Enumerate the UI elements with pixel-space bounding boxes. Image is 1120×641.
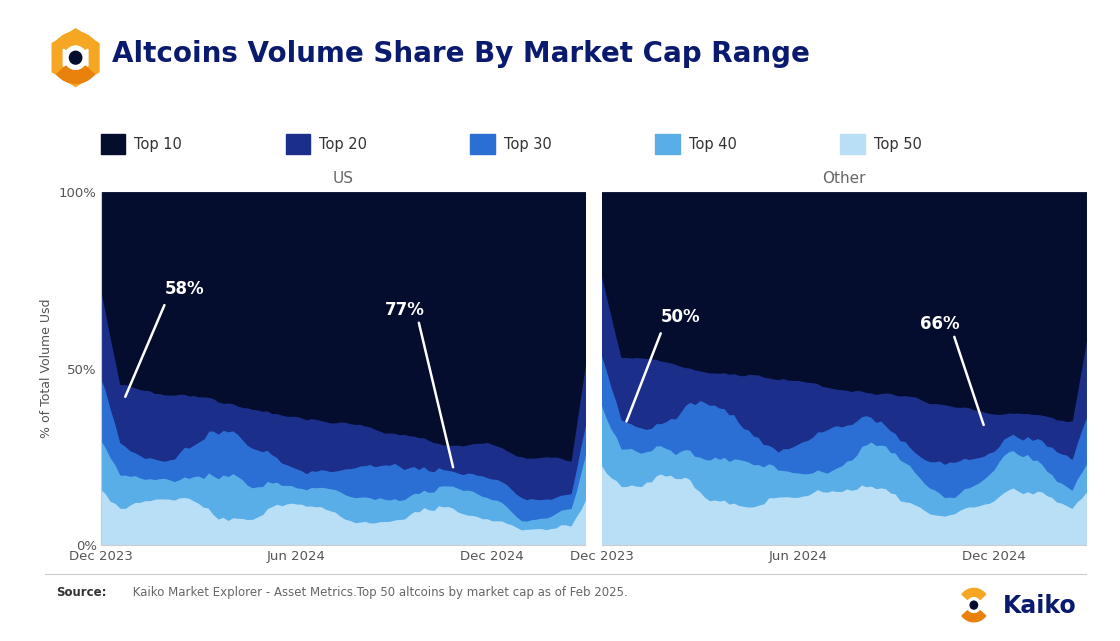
Polygon shape — [53, 29, 99, 87]
Text: Kaiko: Kaiko — [1002, 594, 1076, 618]
Polygon shape — [63, 42, 87, 74]
Wedge shape — [57, 32, 94, 49]
Text: Top 30: Top 30 — [504, 137, 552, 152]
Circle shape — [968, 598, 980, 612]
Text: 58%: 58% — [165, 280, 204, 298]
Text: US: US — [333, 171, 354, 186]
Text: Top 50: Top 50 — [874, 137, 922, 152]
Circle shape — [970, 601, 978, 609]
Text: Other: Other — [822, 171, 866, 186]
Text: Altcoins Volume Share By Market Cap Range: Altcoins Volume Share By Market Cap Rang… — [112, 40, 810, 69]
Text: Top 20: Top 20 — [319, 137, 367, 152]
Text: Top 10: Top 10 — [134, 137, 183, 152]
Text: Top 40: Top 40 — [689, 137, 737, 152]
Wedge shape — [962, 588, 986, 599]
Text: Source:: Source: — [56, 587, 106, 599]
Wedge shape — [962, 611, 986, 622]
Circle shape — [65, 46, 86, 69]
Text: 77%: 77% — [384, 301, 424, 319]
Text: 50%: 50% — [661, 308, 700, 326]
Wedge shape — [57, 66, 94, 83]
Text: Kaiko Market Explorer - Asset Metrics.Top 50 altcoins by market cap as of Feb 20: Kaiko Market Explorer - Asset Metrics.To… — [129, 587, 627, 599]
Text: 66%: 66% — [920, 315, 960, 333]
Circle shape — [69, 51, 82, 64]
Y-axis label: % of Total Volume Usd: % of Total Volume Usd — [40, 299, 54, 438]
